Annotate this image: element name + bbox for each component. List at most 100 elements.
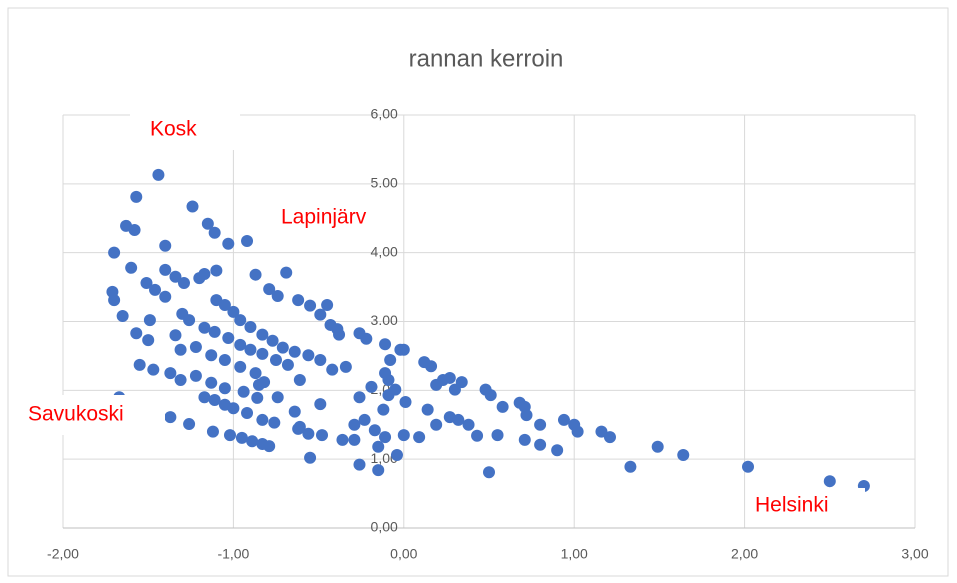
annotation: Helsinki	[755, 494, 829, 517]
point	[425, 360, 438, 373]
chart-title: rannan kerroin	[409, 45, 564, 72]
point	[348, 418, 361, 431]
point	[624, 460, 637, 473]
point	[372, 440, 385, 453]
point	[314, 398, 327, 411]
point	[276, 341, 289, 354]
point	[218, 298, 231, 311]
point	[256, 347, 269, 360]
point	[293, 374, 306, 387]
point	[263, 440, 276, 453]
point	[534, 438, 547, 451]
point	[235, 431, 248, 444]
point	[491, 429, 504, 442]
annotation-background	[748, 488, 865, 525]
point	[368, 424, 381, 437]
point	[471, 429, 484, 442]
point	[183, 418, 196, 431]
point	[462, 418, 475, 431]
point	[249, 367, 262, 380]
point	[263, 283, 276, 296]
point	[169, 270, 182, 283]
point	[399, 396, 412, 409]
point	[353, 458, 366, 471]
point	[108, 294, 121, 307]
point	[169, 329, 182, 342]
point	[288, 345, 301, 358]
point	[189, 340, 202, 353]
point	[159, 239, 172, 252]
point	[234, 360, 247, 373]
x-tick-label: -2,00	[47, 546, 79, 562]
point	[208, 226, 221, 239]
point	[147, 363, 160, 376]
point	[677, 449, 690, 462]
annotation: Savukoski	[28, 403, 124, 426]
point	[198, 321, 211, 334]
y-tick-label: 5.00	[371, 175, 398, 191]
point	[483, 466, 495, 479]
point	[208, 393, 221, 406]
point	[152, 168, 165, 181]
point	[130, 190, 143, 203]
point	[108, 246, 121, 259]
point	[227, 305, 240, 318]
point	[140, 276, 153, 289]
point	[271, 391, 284, 404]
point	[336, 433, 349, 446]
point	[174, 374, 187, 387]
point	[304, 299, 317, 312]
point	[484, 389, 497, 402]
point	[183, 314, 196, 327]
point	[365, 380, 378, 393]
point	[205, 349, 218, 362]
point	[443, 371, 456, 384]
point	[314, 308, 327, 321]
x-tick-label: 1,00	[561, 546, 588, 562]
point	[823, 475, 836, 488]
point	[304, 451, 317, 464]
point	[302, 427, 315, 440]
point	[452, 413, 465, 426]
point	[252, 378, 265, 391]
y-tick-label: 6,00	[371, 106, 398, 122]
point	[130, 327, 143, 340]
point	[186, 200, 199, 213]
point	[244, 343, 257, 356]
point	[266, 334, 279, 347]
point	[390, 449, 403, 462]
point	[339, 360, 352, 373]
point	[316, 429, 329, 442]
x-tick-label: 2,00	[731, 546, 758, 562]
point	[348, 433, 361, 446]
annotation-background	[272, 192, 400, 240]
point	[222, 237, 235, 250]
point	[143, 314, 156, 327]
point	[218, 382, 231, 395]
point	[382, 389, 395, 402]
point	[571, 425, 584, 438]
point	[198, 268, 211, 281]
point	[174, 343, 187, 356]
x-tick-label: 3,00	[901, 546, 928, 562]
point	[133, 358, 146, 371]
point	[397, 429, 410, 442]
point	[189, 369, 202, 382]
point	[651, 440, 664, 453]
point	[223, 429, 236, 442]
point	[302, 349, 315, 362]
point	[142, 334, 155, 347]
point	[237, 385, 250, 398]
point	[326, 363, 339, 376]
point	[288, 405, 301, 418]
point	[125, 261, 138, 274]
point	[421, 403, 434, 416]
point	[164, 411, 177, 424]
point	[379, 338, 392, 351]
point	[206, 425, 219, 438]
y-tick-label: 3.00	[371, 312, 398, 328]
point	[234, 314, 247, 327]
point	[208, 325, 221, 338]
point	[159, 290, 172, 303]
point	[201, 217, 214, 230]
